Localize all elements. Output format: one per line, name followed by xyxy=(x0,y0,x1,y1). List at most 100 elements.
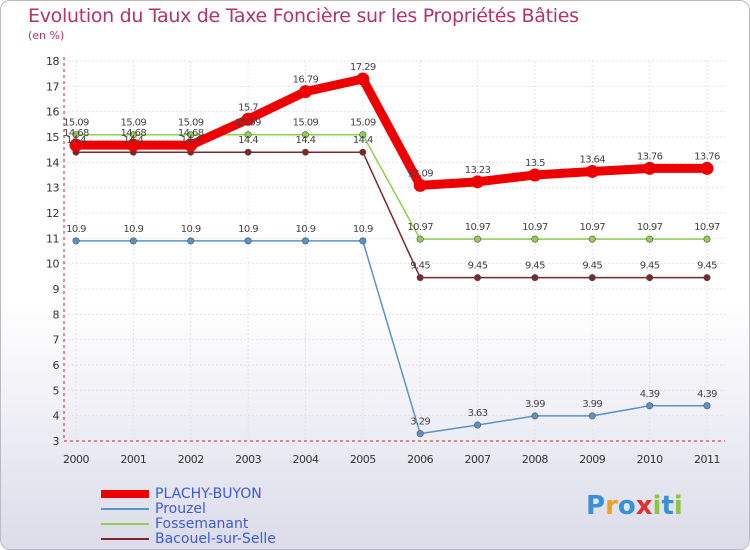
data-label: 3.99 xyxy=(582,399,602,410)
y-tick-label: 15 xyxy=(46,131,59,144)
data-label: 9.45 xyxy=(697,261,717,272)
logo-letter: i xyxy=(652,491,662,521)
data-point xyxy=(474,235,482,243)
data-point xyxy=(126,138,140,152)
data-label: 10.97 xyxy=(637,222,663,233)
data-point xyxy=(301,131,309,139)
data-point xyxy=(474,274,482,282)
logo-letter: P xyxy=(586,491,606,521)
data-label: 14.4 xyxy=(66,135,86,146)
data-point xyxy=(643,161,657,175)
data-point xyxy=(703,402,711,410)
data-label: 15.7 xyxy=(238,102,258,113)
data-label: 3.29 xyxy=(410,417,430,428)
y-tick-label: 13 xyxy=(46,182,59,195)
data-point xyxy=(301,237,309,245)
data-point xyxy=(72,131,80,139)
x-tick-label: 2011 xyxy=(694,453,720,466)
data-label: 14.68 xyxy=(63,128,89,139)
unit-label: (en %) xyxy=(28,29,65,42)
data-point xyxy=(416,430,424,438)
data-label: 14.4 xyxy=(123,135,143,146)
data-point xyxy=(413,178,427,192)
y-tick-label: 9 xyxy=(53,283,60,296)
data-point xyxy=(359,237,367,245)
data-label: 10.9 xyxy=(123,224,143,235)
data-label: 14.68 xyxy=(121,128,147,139)
data-point xyxy=(700,161,714,175)
legend-swatch xyxy=(101,508,149,510)
legend-swatch xyxy=(101,490,149,498)
x-tick-label: 2007 xyxy=(465,453,491,466)
data-label: 15.09 xyxy=(178,118,204,129)
legend-label: PLACHY-BUYON xyxy=(155,486,262,502)
data-point xyxy=(187,131,195,139)
logo-letter: x xyxy=(635,491,653,521)
legend-swatch xyxy=(101,523,149,525)
data-point xyxy=(129,131,137,139)
data-point xyxy=(69,138,83,152)
data-label: 16.79 xyxy=(293,75,319,86)
data-label: 15.09 xyxy=(350,118,376,129)
data-point xyxy=(646,235,654,243)
data-point xyxy=(184,138,198,152)
data-point xyxy=(244,237,252,245)
y-tick-label: 4 xyxy=(53,410,60,423)
y-tick-label: 11 xyxy=(46,232,59,245)
data-label: 4.39 xyxy=(640,389,660,400)
y-tick-label: 12 xyxy=(46,207,59,220)
y-tick-label: 16 xyxy=(46,106,59,119)
data-point xyxy=(416,235,424,243)
data-point xyxy=(244,131,252,139)
proxiti-logo: Proxiti xyxy=(586,491,683,521)
x-tick-label: 2001 xyxy=(120,453,146,466)
logo-letter: t xyxy=(661,491,674,521)
data-label: 10.97 xyxy=(579,222,605,233)
data-label: 14.68 xyxy=(178,128,204,139)
data-label: 14.4 xyxy=(238,135,258,146)
data-point xyxy=(416,274,424,282)
data-point xyxy=(244,148,252,156)
series-line-prouzel xyxy=(75,240,708,435)
data-point xyxy=(703,235,711,243)
logo-letter: o xyxy=(617,491,636,521)
data-label: 15.09 xyxy=(293,118,319,129)
data-point xyxy=(241,112,255,126)
data-point xyxy=(646,274,654,282)
logo-letter: i xyxy=(673,491,683,521)
x-tick-label: 2000 xyxy=(63,453,89,466)
series-line-plachy-buyon xyxy=(71,74,712,190)
y-tick-label: 3 xyxy=(53,435,60,448)
data-point xyxy=(588,412,596,420)
data-label: 10.9 xyxy=(66,224,86,235)
y-tick-label: 7 xyxy=(53,334,60,347)
data-label: 10.9 xyxy=(353,224,373,235)
data-label: 3.63 xyxy=(468,408,488,419)
data-label: 10.9 xyxy=(181,224,201,235)
data-label: 13.5 xyxy=(525,158,545,169)
data-point xyxy=(531,235,539,243)
data-label: 9.45 xyxy=(640,261,660,272)
data-label: 14.4 xyxy=(353,135,373,146)
x-tick-label: 2005 xyxy=(350,453,376,466)
series-line-bacouel-sur-selle xyxy=(75,151,708,279)
data-label: 9.45 xyxy=(410,261,430,272)
data-label: 15.09 xyxy=(63,118,89,129)
data-label: 15.09 xyxy=(121,118,147,129)
x-tick-label: 2008 xyxy=(522,453,548,466)
data-label: 17.29 xyxy=(350,62,376,73)
data-label: 15.09 xyxy=(235,118,261,129)
data-label: 14.4 xyxy=(296,135,316,146)
series-line-fossemanant xyxy=(75,133,708,240)
data-label: 10.97 xyxy=(465,222,491,233)
data-point xyxy=(471,175,485,189)
legend-label: Prouzel xyxy=(155,501,206,517)
data-label: 10.9 xyxy=(296,224,316,235)
data-label: 13.64 xyxy=(579,154,605,165)
data-point xyxy=(474,421,482,429)
data-point xyxy=(646,402,654,410)
data-point xyxy=(298,85,312,99)
data-point xyxy=(187,237,195,245)
x-tick-label: 2002 xyxy=(178,453,204,466)
